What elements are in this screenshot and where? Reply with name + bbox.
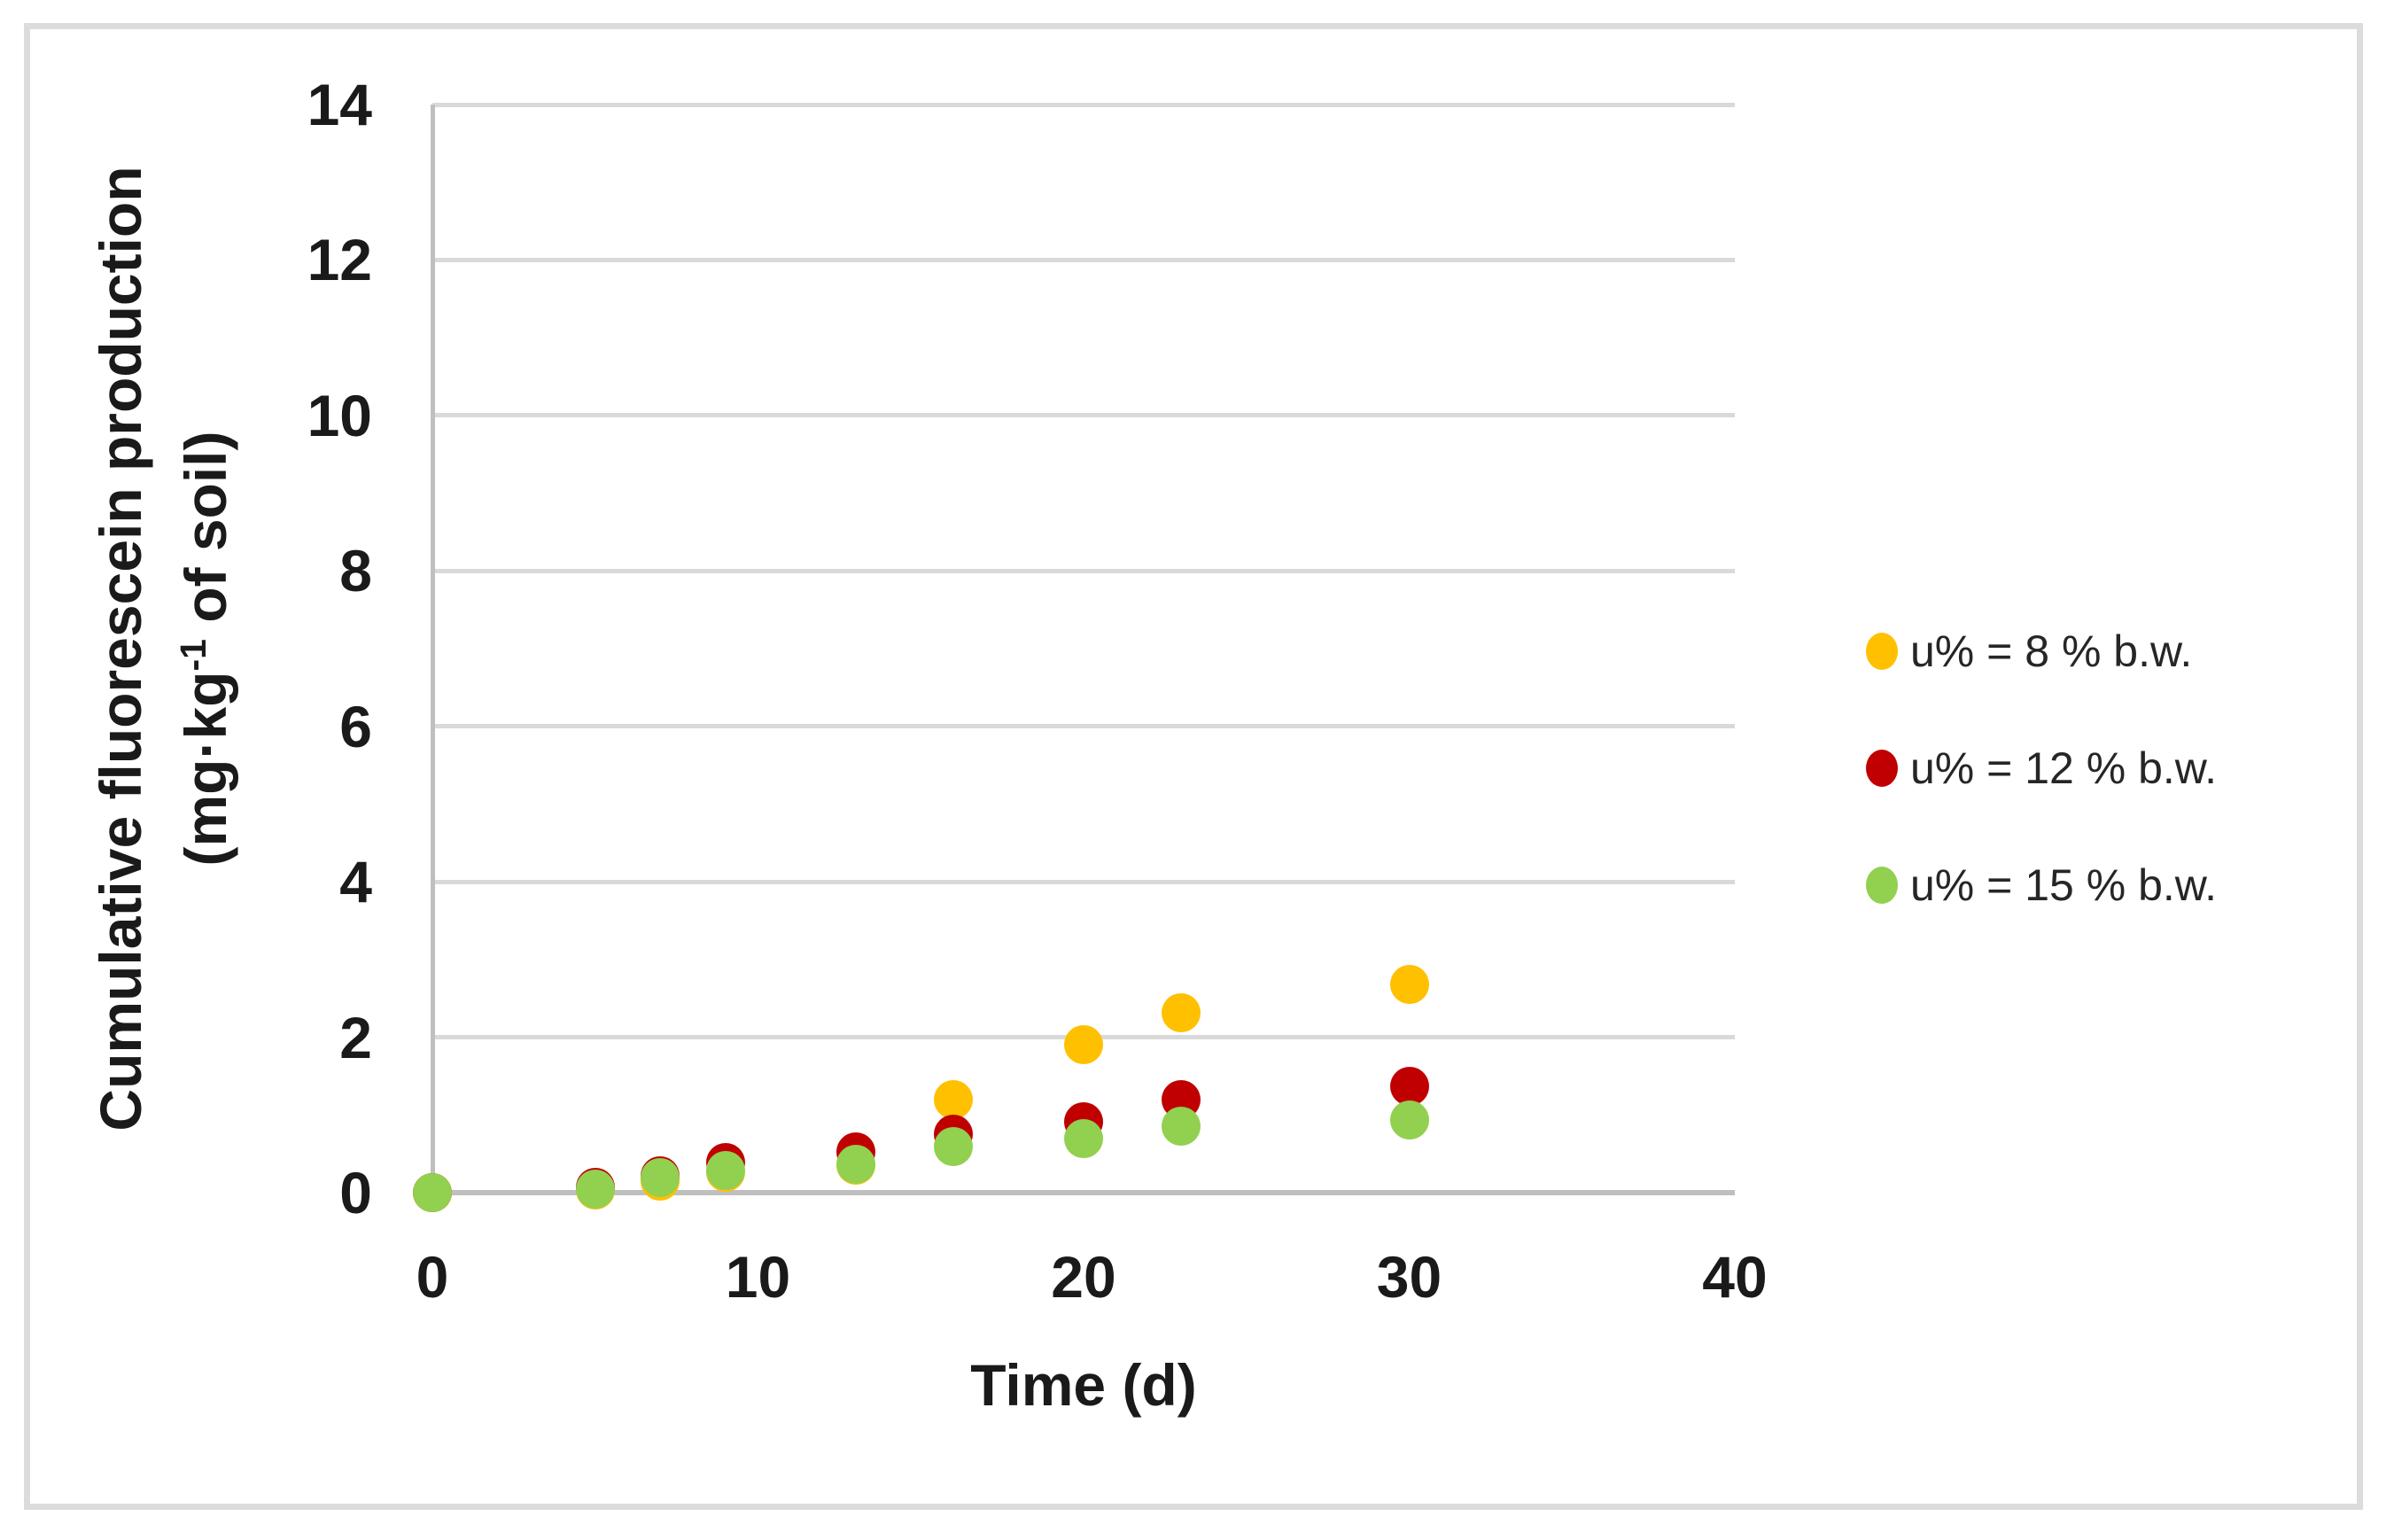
legend-label-8pct: u% = 8 % b.w. [1910,626,2193,676]
y-tick-14: 14 [307,72,372,137]
legend-marker-8pct-icon [1866,633,1898,670]
y-axis-title: Cumulative fluorescein production (mg·kg… [78,166,248,1131]
point-series2-day13 [836,1144,875,1184]
y-tick-8: 8 [339,538,372,604]
x-axis-line [432,1190,1735,1195]
y-tick-2: 2 [339,1004,372,1070]
point-series2-day0 [413,1173,452,1212]
point-series0-day20 [1064,1025,1103,1065]
point-series0-day23 [1162,993,1201,1033]
legend-marker-12pct-icon [1866,750,1898,787]
superscript-minus-one: -1 [173,639,214,672]
point-series2-day5 [575,1169,615,1209]
gridline-y10 [432,413,1735,418]
point-series0-day16 [934,1079,973,1119]
point-series0-day30 [1389,964,1429,1004]
point-series2-day23 [1162,1107,1201,1147]
point-series2-day9 [705,1150,745,1190]
gridline-y6 [432,724,1735,729]
legend-label-12pct: u% = 12 % b.w. [1910,743,2218,793]
point-series2-day16 [934,1127,973,1167]
y-axis-line [431,105,435,1195]
y-tick-6: 6 [339,693,372,759]
x-tick-30: 30 [1376,1244,1442,1310]
y-tick-12: 12 [307,227,372,293]
point-series2-day20 [1064,1119,1103,1159]
legend-item-15pct: u% = 15 % b.w. [1866,827,2217,944]
y-axis-title-line2: (mg·kg-1 of soil) [173,431,238,867]
y-tick-0: 0 [339,1160,372,1225]
point-series2-day7 [641,1158,680,1198]
y-axis-title-line1: Cumulative fluorescein production [88,166,153,1132]
legend-item-8pct: u% = 8 % b.w. [1866,593,2217,710]
gridline-y12 [432,257,1735,262]
legend-marker-15pct-icon [1866,867,1898,904]
legend-label-15pct: u% = 15 % b.w. [1910,860,2218,910]
point-series1-day30 [1389,1066,1429,1106]
y-tick-4: 4 [339,849,372,915]
x-tick-0: 0 [416,1244,449,1310]
x-tick-10: 10 [725,1244,791,1310]
gridline-y14 [432,102,1735,107]
gridline-y4 [432,879,1735,884]
legend: u% = 8 % b.w. u% = 12 % b.w. u% = 15 % b… [1866,593,2217,944]
x-tick-20: 20 [1051,1244,1116,1310]
y-tick-10: 10 [307,382,372,448]
legend-item-12pct: u% = 12 % b.w. [1866,710,2217,827]
point-series2-day30 [1389,1101,1429,1140]
x-tick-40: 40 [1702,1244,1768,1310]
x-axis-title: Time (d) [970,1352,1197,1418]
gridline-y8 [432,568,1735,573]
